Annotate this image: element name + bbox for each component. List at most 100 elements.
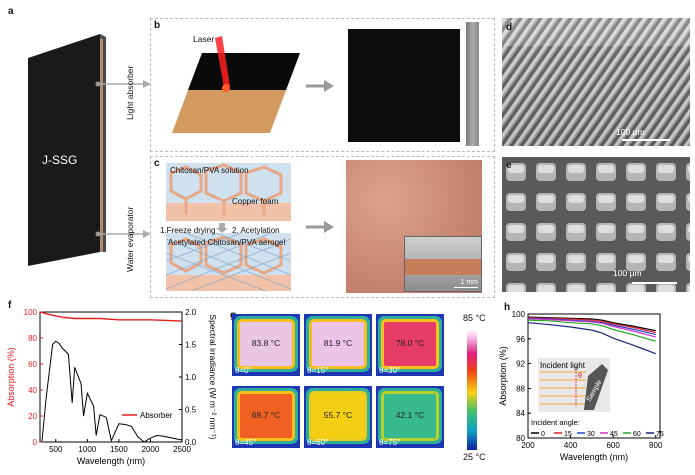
arrow-c xyxy=(306,221,334,233)
x-tick-label: 2500 xyxy=(173,445,191,454)
panel-label-d: d xyxy=(506,22,513,33)
thermal-hotspot xyxy=(312,394,364,438)
y-right-tick-label: 0.0 xyxy=(185,438,197,447)
x-tick-label: 500 xyxy=(49,445,63,454)
x-tick-label: 200 xyxy=(521,441,535,450)
irradiance-line xyxy=(41,340,183,443)
tile-temperature: 78.0 °C xyxy=(395,338,425,348)
series-line xyxy=(527,317,656,336)
panel-label-h: h xyxy=(504,302,511,313)
y-left-tick-label: 100 xyxy=(24,308,38,317)
tile-temperature: 68.7 °C xyxy=(251,410,281,420)
y-left-tick-label: 80 xyxy=(28,334,37,343)
y-right-tick-label: 2.0 xyxy=(185,308,197,317)
jssg-device xyxy=(28,34,106,266)
y-right-tick-label: 1.0 xyxy=(185,373,197,382)
y-left-axis-label: Absorption (%) xyxy=(6,347,16,407)
tile-angle: θ=75° xyxy=(379,438,401,447)
y-right-axis-label: Spectral irradiance (W m⁻² nm⁻¹) xyxy=(208,314,218,439)
panel-b-frame xyxy=(150,18,495,152)
solution-label: Chitosan/PVA solution xyxy=(170,166,249,175)
series-line xyxy=(527,319,656,342)
laser-illustration xyxy=(172,36,300,133)
series-line xyxy=(527,322,656,355)
thermal-tile: 55.7 °C θ=60° xyxy=(304,386,372,448)
y-left-tick-label: 60 xyxy=(28,360,37,369)
tile-angle: θ=60° xyxy=(307,438,329,447)
laser-label: Laser xyxy=(193,34,215,44)
legend-label: Absorber xyxy=(140,411,173,420)
x-tick-label: 800 xyxy=(649,441,663,450)
thermal-image-grid: 83.8 °C θ=0° 81.9 °C θ=15° 78.0 °C θ=30° 68.7 … xyxy=(232,314,452,454)
tile-angle: θ=0° xyxy=(235,366,252,375)
x-tick-label: 600 xyxy=(606,441,620,450)
thermal-tile: 68.7 °C θ=45° xyxy=(232,386,300,448)
sem-image-e xyxy=(502,157,690,292)
y-tick-label: 92 xyxy=(516,360,525,369)
sample-shape xyxy=(584,364,608,410)
tile-temperature: 42.1 °C xyxy=(395,410,425,420)
thermal-hotspot xyxy=(240,322,292,366)
y-left-tick-label: 0 xyxy=(33,438,38,447)
y-right-tick-label: 1.5 xyxy=(185,341,197,350)
aerogel-schematic xyxy=(166,163,291,291)
y-axis-label: Absorption (%) xyxy=(498,346,508,406)
tile-angle: θ=45° xyxy=(235,438,257,447)
colorbar-max-label: 85 °C xyxy=(463,313,486,323)
thermal-tile: 78.0 °C θ=30° xyxy=(376,314,444,376)
acetylation-label: 2. Acetylation xyxy=(232,226,280,235)
thermal-tile: 81.9 °C θ=15° xyxy=(304,314,372,376)
legend-label: 0 xyxy=(541,431,545,438)
y-tick-label: 100 xyxy=(512,310,526,319)
series-line xyxy=(527,317,656,334)
copper-foam-label: Copper foam xyxy=(232,197,279,206)
y-right-tick-label: 0.5 xyxy=(185,406,197,415)
thermal-tile: 83.8 °C θ=0° xyxy=(232,314,300,376)
x-axis-label: Wavelength (nm) xyxy=(77,456,145,466)
jssg-label: J-SSG xyxy=(42,153,78,167)
series-line xyxy=(527,318,656,338)
x-tick-label: 400 xyxy=(564,441,578,450)
colorbar-min-label: 25 °C xyxy=(463,452,486,462)
light-absorber-label: Light absorber xyxy=(125,65,135,120)
inset-scale-label: 1 mm xyxy=(460,279,479,286)
series-line xyxy=(527,316,656,332)
tile-temperature: 83.8 °C xyxy=(251,338,281,348)
panel-label-a: a xyxy=(8,6,14,17)
temperature-colorbar xyxy=(467,330,477,450)
scale-label-e: 100 μm xyxy=(613,268,642,278)
panel-label-b: b xyxy=(154,20,161,31)
connector-arrows xyxy=(95,80,151,238)
sem-image-d xyxy=(502,18,690,146)
y-tick-label: 84 xyxy=(516,409,525,418)
inset-scale-bar xyxy=(454,286,478,288)
y-left-tick-label: 20 xyxy=(28,412,37,421)
absorber-photo xyxy=(348,29,460,142)
y-tick-label: 96 xyxy=(516,335,525,344)
legend-label: 15 xyxy=(564,431,572,438)
y-left-tick-label: 40 xyxy=(28,386,37,395)
cross-section-inset: 1 mm xyxy=(404,236,482,292)
thermal-hotspot xyxy=(240,394,292,438)
panel-label-c: c xyxy=(154,158,160,169)
chart-f: 500 1000 1500 2000 2500 0 20 40 60 80 100 0.0 0.5 1.0… xyxy=(6,308,218,466)
arrow-b xyxy=(306,80,334,92)
legend-label: 45 xyxy=(610,431,618,438)
inset-theta: θ xyxy=(578,373,582,380)
x-tick-label: 2000 xyxy=(142,445,160,454)
x-axis-label: Wavelength (nm) xyxy=(560,452,628,462)
thermal-hotspot xyxy=(384,394,436,438)
inset-title: Incident light xyxy=(540,361,586,370)
tile-angle: θ=30° xyxy=(379,366,401,375)
scale-label-d: 100 μm xyxy=(616,127,645,137)
tile-angle: θ=15° xyxy=(307,366,329,375)
x-tick-label: 1000 xyxy=(78,445,96,454)
plot-frame xyxy=(527,313,661,439)
legend-title: Incident angle: xyxy=(531,418,580,427)
panel-label-e: e xyxy=(506,160,512,171)
tile-temperature: 55.7 °C xyxy=(323,410,353,420)
tile-temperature: 81.9 °C xyxy=(323,338,353,348)
absorber-line xyxy=(39,311,183,322)
